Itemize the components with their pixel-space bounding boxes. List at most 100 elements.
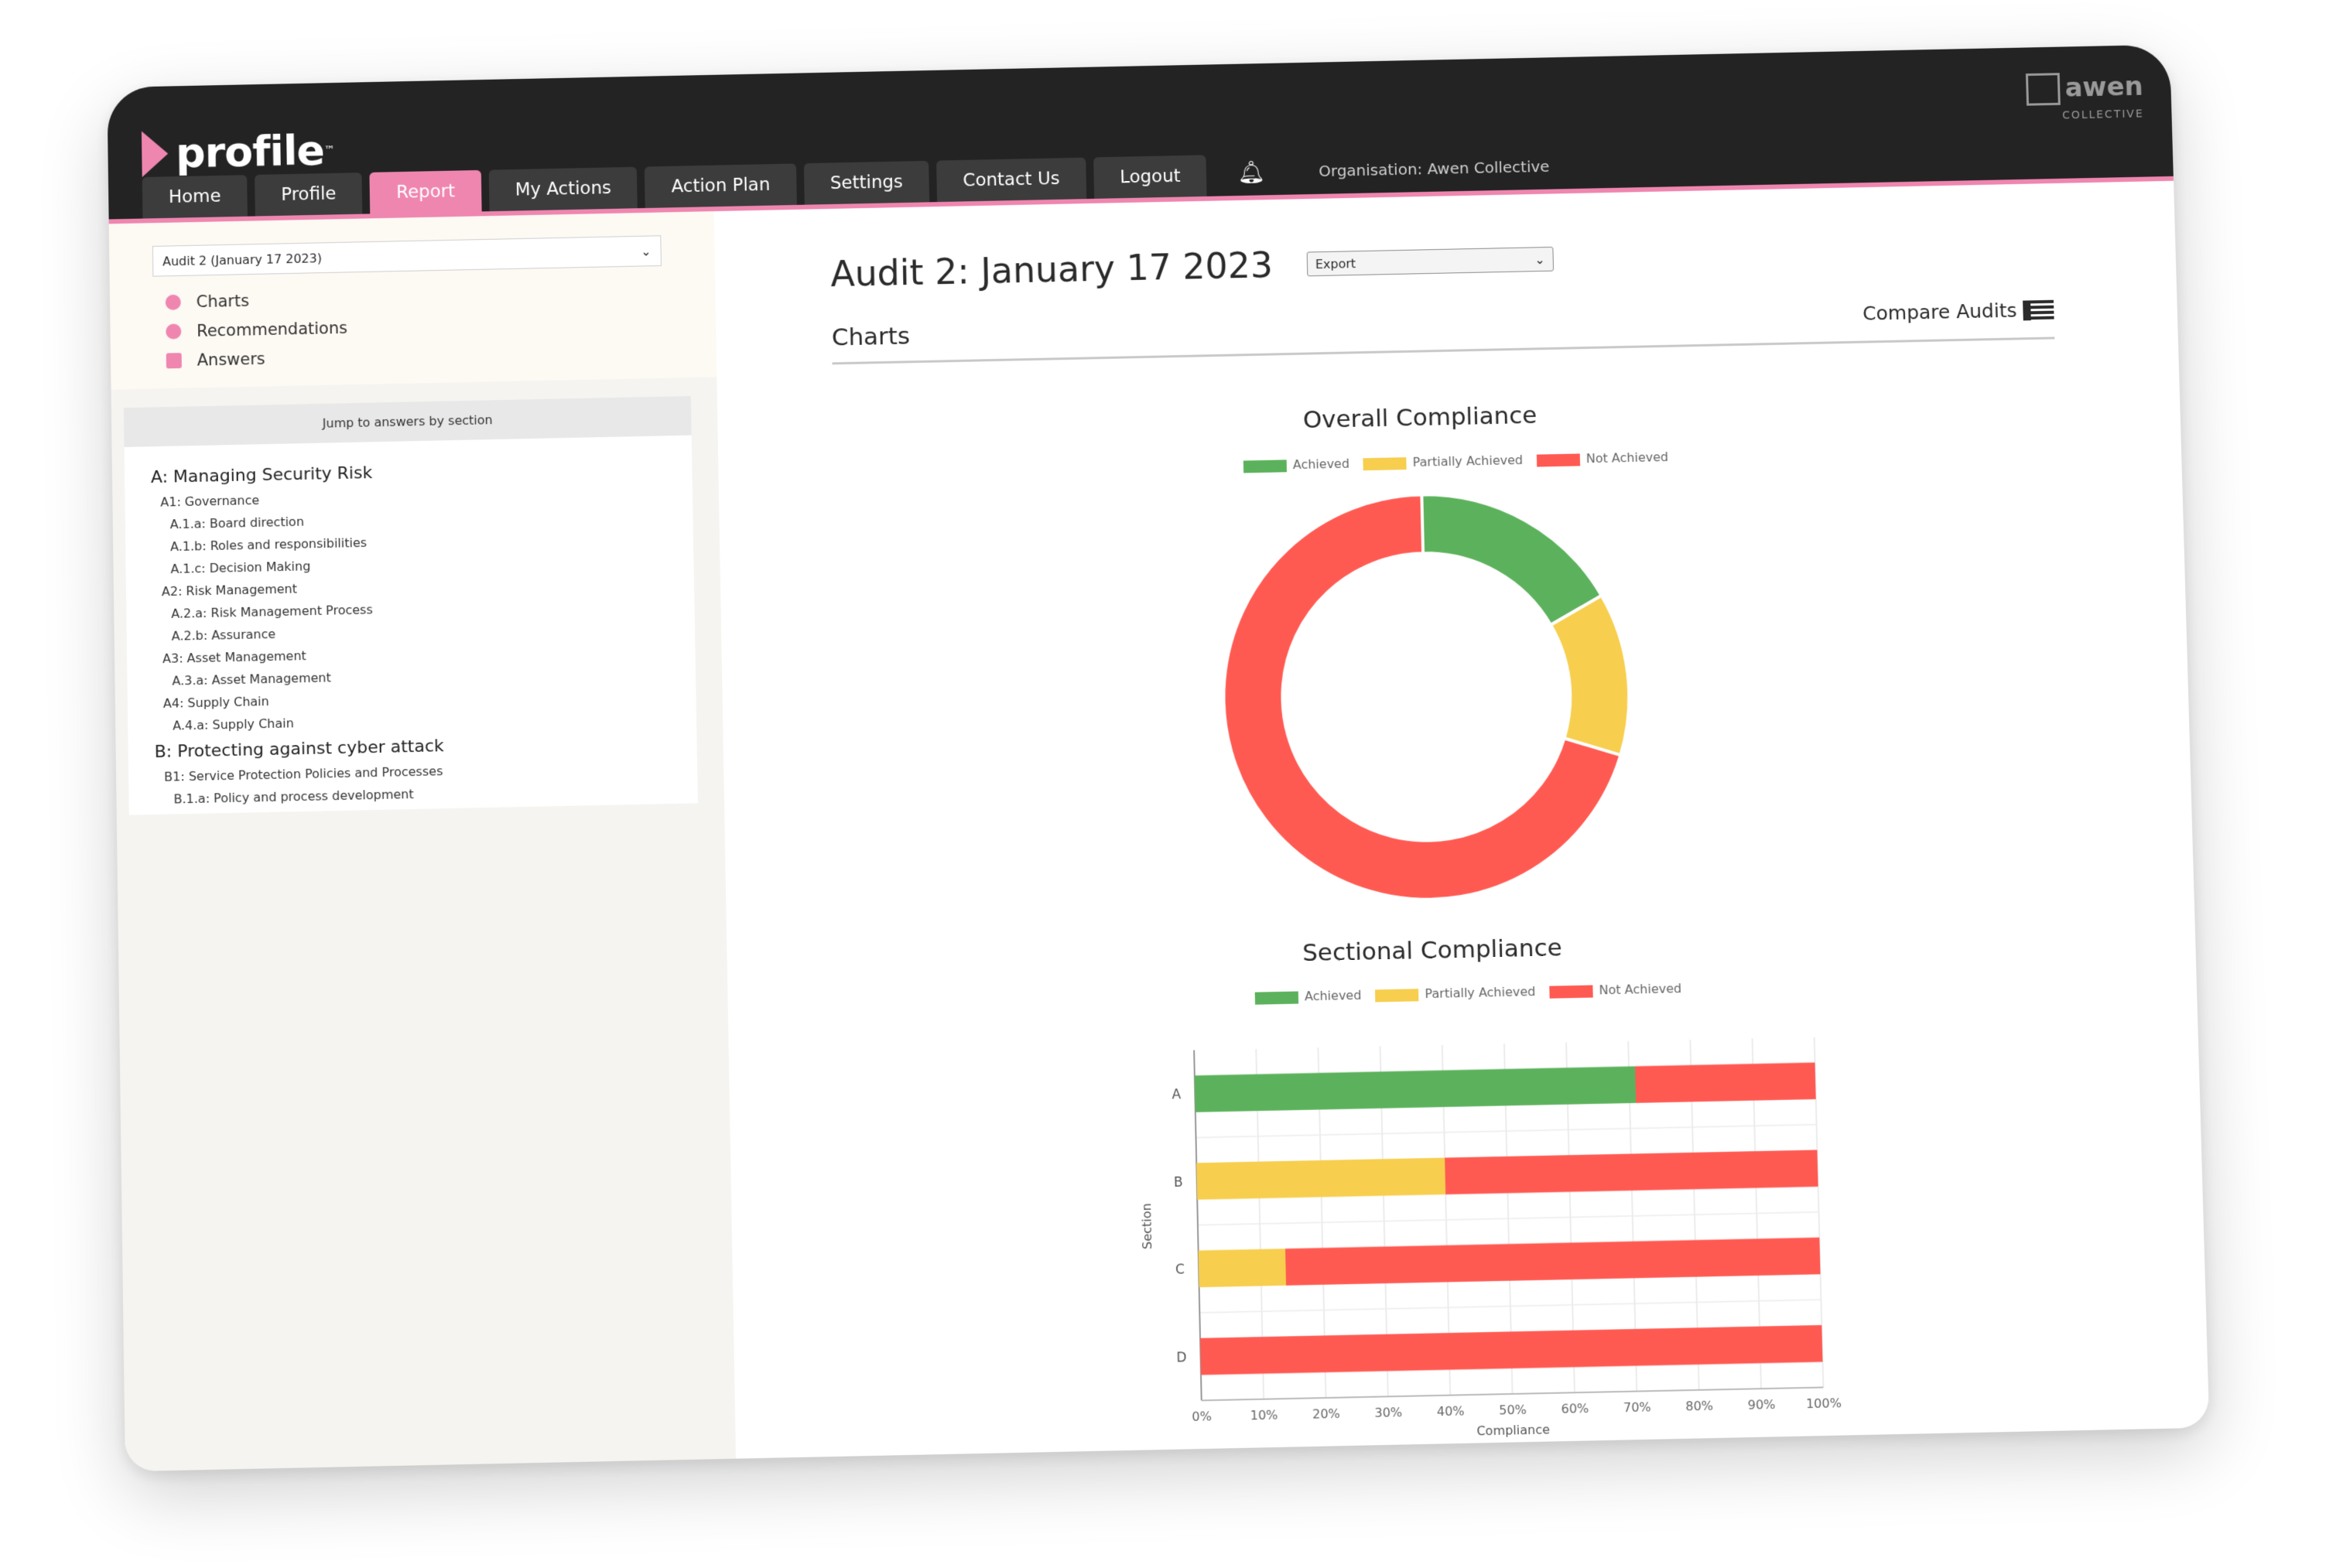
bar-segment-a-0[interactable] — [1195, 1066, 1636, 1112]
brand-name: awen — [2064, 70, 2143, 103]
sidebar-link-label: Recommendations — [197, 319, 347, 340]
section-link[interactable]: A.1.b: Roles and responsibilities — [170, 528, 693, 554]
bell-icon[interactable]: 🔔︎ — [1237, 159, 1265, 196]
sectional-chart-title: Sectional Compliance — [1161, 931, 1704, 970]
section-link[interactable]: B1: Service Protection Policies and Proc… — [164, 758, 697, 784]
logo-text: profile — [176, 126, 325, 177]
y-axis-title: Section — [1139, 1203, 1154, 1249]
x-tick-label: 100% — [1806, 1395, 1842, 1411]
x-axis-title: Compliance — [1476, 1422, 1550, 1438]
section-link[interactable]: B: Protecting against cyber attack — [155, 731, 697, 762]
awen-mark-icon — [2026, 73, 2061, 105]
section-link[interactable]: A.3.a: Asset Management — [172, 663, 696, 688]
x-tick-label: 90% — [1747, 1397, 1775, 1413]
sidebar-link-recommendations[interactable]: Recommendations — [166, 312, 685, 341]
bar-segment-b-2[interactable] — [1445, 1150, 1818, 1195]
legend-label: Partially Achieved — [1413, 453, 1524, 470]
y-tick-label: B — [1174, 1173, 1183, 1189]
section-link[interactable]: A4: Supply Chain — [163, 685, 696, 710]
awen-brand-logo: awen COLLECTIVE — [2026, 71, 2144, 127]
tab-contact-us[interactable]: Contact Us — [936, 158, 1086, 203]
audit-select[interactable]: Audit 2 (January 17 2023) ⌄ — [152, 235, 662, 276]
tab-my-actions[interactable]: My Actions — [488, 167, 638, 211]
bar-segment-c-1[interactable] — [1199, 1249, 1286, 1287]
tab-profile[interactable]: Profile — [255, 173, 363, 216]
x-tick-label: 10% — [1250, 1407, 1278, 1423]
x-tick-label: 60% — [1561, 1401, 1589, 1416]
checkbox-icon — [166, 353, 182, 368]
x-tick-label: 80% — [1685, 1399, 1713, 1414]
section-link[interactable]: A.1.a: Board direction — [170, 506, 693, 531]
legend-item[interactable]: Not Achieved — [1537, 449, 1669, 466]
y-tick-label: A — [1172, 1086, 1181, 1102]
page-title: Audit 2: January 17 2023 — [830, 244, 1274, 295]
bar-segment-b-1[interactable] — [1196, 1158, 1445, 1200]
legend-item[interactable]: Partially Achieved — [1375, 984, 1535, 1002]
audit-select-value: Audit 2 (January 17 2023) — [162, 251, 322, 268]
sidebar-link-answers[interactable]: Answers — [166, 341, 686, 371]
sidebar-link-label: Charts — [196, 292, 249, 311]
brand-sub: COLLECTIVE — [2027, 104, 2144, 128]
legend-item[interactable]: Achieved — [1243, 456, 1349, 473]
sectional-compliance-bar-chart: 0% 10% 20% 30% 40% 50% 60% 70% 80% 90% 100% A B C D Sec… — [1116, 1005, 1903, 1457]
sidebar-top: Audit 2 (January 17 2023) ⌄ Charts Recom… — [109, 211, 717, 390]
sidebar-link-charts[interactable]: Charts — [166, 282, 685, 312]
comment-icon — [166, 323, 181, 339]
sidebar: Audit 2 (January 17 2023) ⌄ Charts Recom… — [109, 211, 736, 1471]
export-select-value: Export — [1315, 256, 1356, 272]
x-tick-label: 20% — [1312, 1406, 1340, 1422]
legend-label: Not Achieved — [1599, 981, 1681, 997]
legend-swatch — [1537, 453, 1580, 466]
legend-item[interactable]: Partially Achieved — [1363, 453, 1524, 470]
organisation-label: Organisation: Awen Collective — [1319, 157, 1550, 194]
table-icon — [2023, 299, 2054, 320]
section-link[interactable]: B.1.a: Policy and process development — [173, 781, 697, 806]
section-link[interactable]: A: Managing Security Risk — [151, 457, 693, 487]
tab-home[interactable]: Home — [142, 175, 248, 218]
legend-swatch — [1363, 457, 1407, 470]
y-tick-label: D — [1176, 1349, 1187, 1365]
section-link[interactable]: A3: Asset Management — [162, 641, 696, 666]
legend-item[interactable]: Not Achieved — [1549, 981, 1681, 999]
section-link[interactable]: A.2.b: Assurance — [172, 618, 696, 644]
bar-segment-a-2[interactable] — [1635, 1063, 1816, 1103]
sectional-legend: Achieved Partially Achieved Not Achieved — [1255, 981, 1682, 1005]
legend-swatch — [1375, 989, 1418, 1002]
heading-divider — [832, 336, 2054, 364]
section-link[interactable]: A.2.a: Risk Management Process — [171, 596, 694, 621]
x-tick-label: 30% — [1374, 1405, 1402, 1420]
section-link[interactable]: A1: Governance — [160, 483, 693, 509]
section-link[interactable]: A.1.c: Decision Making — [170, 551, 693, 576]
overall-compliance-donut — [1206, 477, 1648, 918]
logo-trademark: ™ — [324, 144, 335, 156]
overall-chart-title: Overall Compliance — [1150, 398, 1691, 437]
legend-item[interactable]: Achieved — [1255, 988, 1362, 1005]
profile-logo[interactable]: profile ™ — [142, 125, 335, 178]
y-tick-label: C — [1175, 1262, 1185, 1277]
section-link[interactable]: A.4.a: Supply Chain — [173, 707, 696, 733]
main-content: Audit 2: January 17 2023 Export ⌄ Charts… — [713, 181, 2209, 1459]
legend-label: Achieved — [1293, 456, 1350, 472]
donut-slice-achieved[interactable] — [1421, 491, 1602, 628]
bar-segment-c-2[interactable] — [1285, 1238, 1821, 1286]
charts-heading: Charts — [832, 323, 911, 352]
tab-report[interactable]: Report — [370, 170, 481, 214]
chevron-down-icon: ⌄ — [641, 244, 652, 258]
section-link[interactable]: A2: Risk Management — [162, 573, 694, 599]
legend-label: Achieved — [1305, 988, 1362, 1004]
tab-action-plan[interactable]: Action Plan — [645, 163, 796, 208]
legend-swatch — [1255, 991, 1298, 1004]
compare-audits-link[interactable]: Compare Audits — [1863, 299, 2054, 325]
legend-swatch — [1243, 459, 1287, 473]
sidebar-links: Charts Recommendations Answers — [153, 282, 686, 371]
tab-logout[interactable]: Logout — [1093, 155, 1207, 199]
donut-slice-partially-achieved[interactable] — [1550, 595, 1630, 757]
tab-settings[interactable]: Settings — [804, 161, 930, 205]
title-row: Audit 2: January 17 2023 Export ⌄ — [830, 238, 1554, 295]
legend-label: Not Achieved — [1586, 449, 1669, 466]
x-tick-label: 0% — [1192, 1409, 1212, 1424]
compare-audits-label: Compare Audits — [1863, 299, 2017, 325]
x-tick-label: 40% — [1437, 1403, 1465, 1419]
export-select[interactable]: Export ⌄ — [1307, 247, 1554, 276]
bar-segment-d-2[interactable] — [1200, 1325, 1822, 1375]
